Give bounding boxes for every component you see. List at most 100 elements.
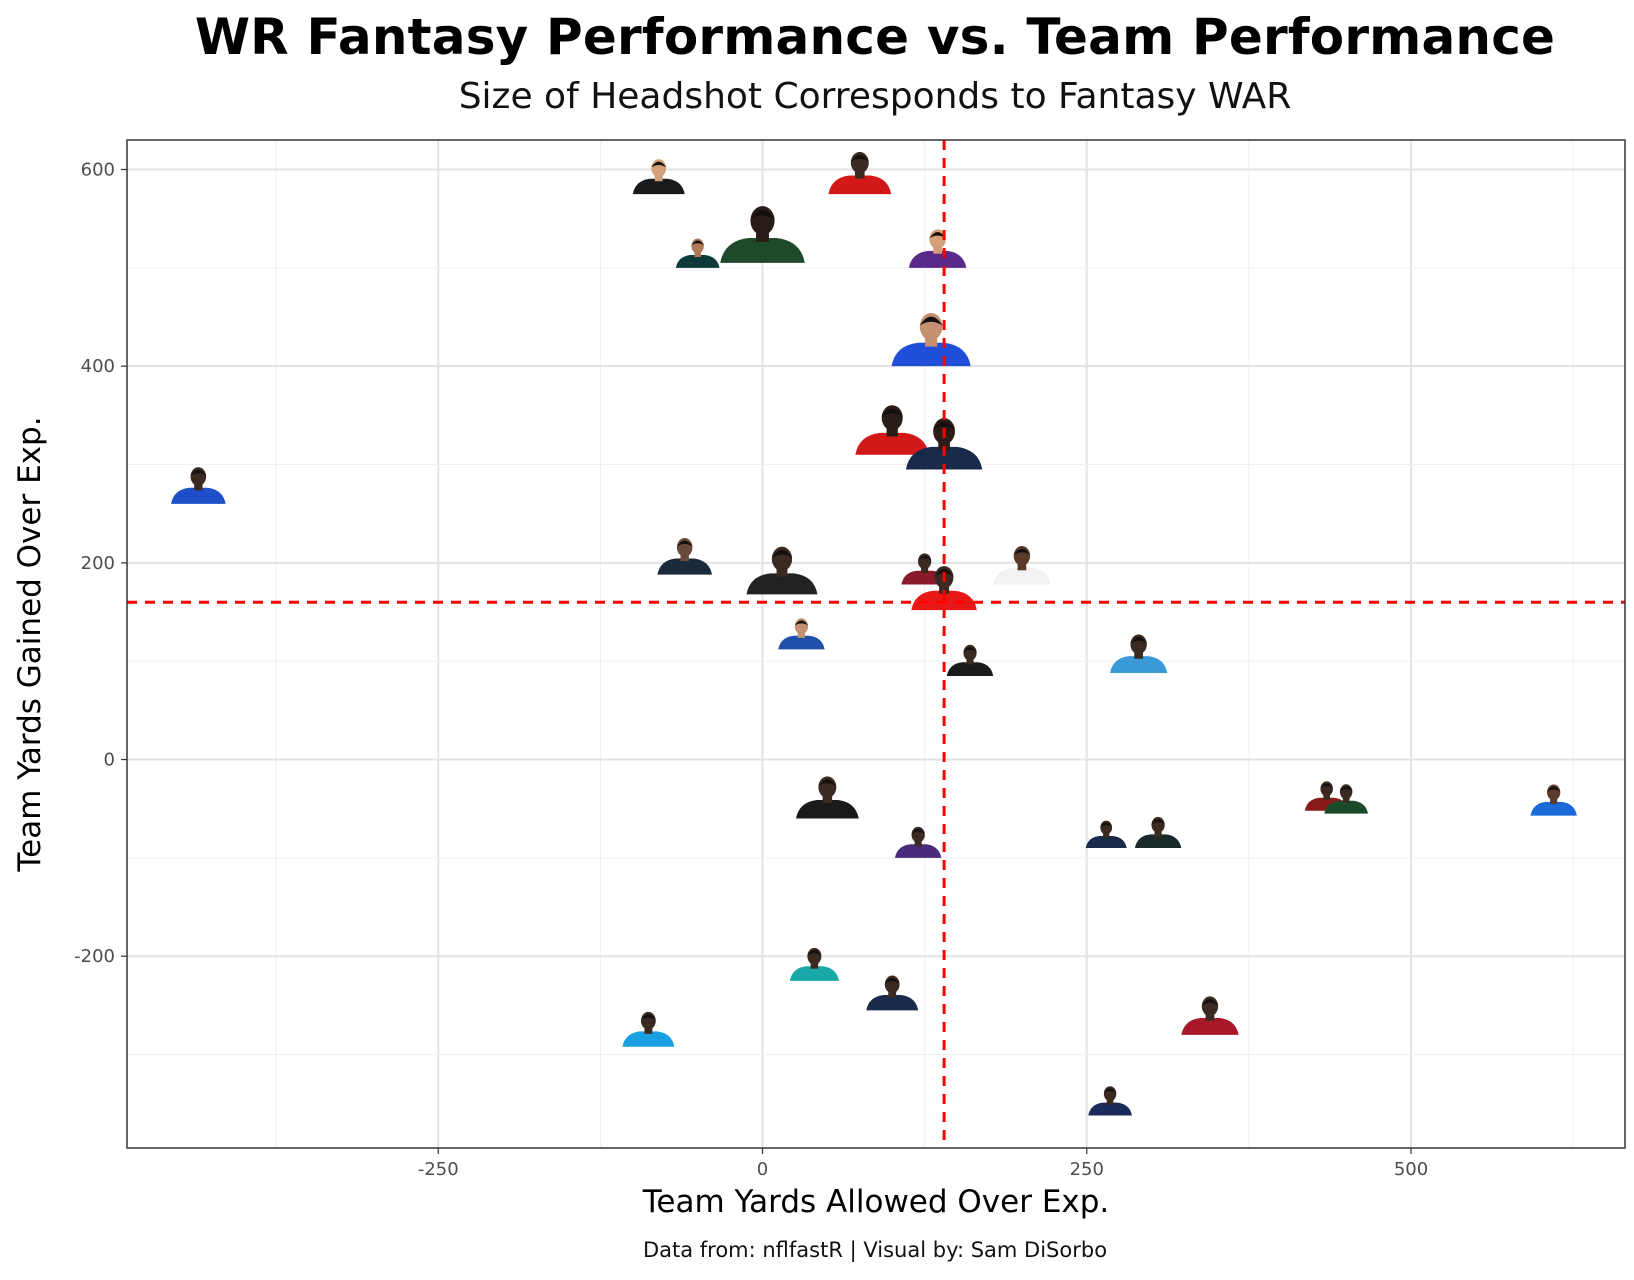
jersey-shape <box>828 175 892 195</box>
neck-shape <box>886 425 898 437</box>
axes: -250 0 250 500 -200 0 200 400 600 <box>74 160 1428 1180</box>
y-tick-label: -200 <box>74 946 115 967</box>
jersey-shape <box>891 342 971 367</box>
hair-shape <box>818 779 837 787</box>
hair-shape <box>911 828 925 835</box>
headshot-point <box>894 826 942 858</box>
jersey-shape <box>789 966 839 981</box>
chart-title: WR Fantasy Performance vs. Team Performa… <box>194 8 1556 66</box>
headshot-point <box>993 546 1051 585</box>
neck-shape <box>1342 796 1350 803</box>
jersey-shape <box>855 432 930 455</box>
neck-shape <box>855 169 865 179</box>
hair-shape <box>918 555 932 561</box>
headshot-point <box>1109 634 1168 674</box>
hair-shape <box>750 209 775 220</box>
jersey-shape <box>866 995 919 1011</box>
hair-shape <box>963 646 977 653</box>
neck-shape <box>966 657 974 665</box>
jersey-shape <box>911 590 977 611</box>
hair-shape <box>850 154 869 162</box>
y-tick-label: 0 <box>104 750 115 771</box>
hair-shape <box>691 240 704 246</box>
jersey-shape <box>746 573 818 595</box>
neck-shape <box>1550 797 1558 805</box>
neck-shape <box>938 439 950 451</box>
jersey-shape <box>1134 834 1182 849</box>
hair-shape <box>1320 783 1333 789</box>
neck-shape <box>925 335 938 347</box>
panel-border <box>126 139 1626 1149</box>
headshot-point <box>1530 784 1577 816</box>
headshot-point <box>1324 784 1368 814</box>
hair-shape <box>1130 637 1147 644</box>
neck-shape <box>810 961 819 969</box>
jersey-shape <box>908 250 967 268</box>
jersey-shape <box>1088 1102 1132 1116</box>
hair-shape <box>919 316 943 326</box>
neck-shape <box>921 566 929 574</box>
hair-shape <box>933 421 956 431</box>
neck-shape <box>680 553 689 562</box>
headshot-point <box>905 418 983 470</box>
jersey-shape <box>720 237 805 263</box>
headshot-point <box>622 1011 675 1047</box>
headshot-point <box>171 467 226 504</box>
headshot-point <box>778 618 825 650</box>
headshot-point <box>855 405 930 455</box>
jersey-shape <box>795 800 859 819</box>
headshot-point <box>1181 996 1239 1035</box>
hair-shape <box>884 977 900 984</box>
headshot-point <box>1134 816 1182 849</box>
hair-shape <box>1547 786 1561 792</box>
neck-shape <box>776 566 788 577</box>
jersey-shape <box>1530 801 1577 816</box>
y-tick-label: 600 <box>81 160 115 181</box>
reference-lines <box>127 140 1625 1148</box>
headshot-point <box>828 151 892 195</box>
chart-caption: Data from: nflfastR | Visual by: Sam DiS… <box>642 1238 1108 1262</box>
jersey-shape <box>894 844 942 858</box>
neck-shape <box>1106 1098 1114 1105</box>
headshot-point <box>866 975 919 1011</box>
headshot-point <box>657 538 712 575</box>
hair-shape <box>651 161 667 168</box>
hair-shape <box>794 620 809 626</box>
neck-shape <box>939 584 950 594</box>
jersey-shape <box>675 254 720 268</box>
y-tick-label: 400 <box>81 356 115 377</box>
hair-shape <box>881 408 903 417</box>
headshot-point <box>891 313 971 367</box>
neck-shape <box>1103 832 1110 838</box>
chart-subtitle: Size of Headshot Corresponds to Fantasy … <box>458 76 1292 117</box>
headshot-point <box>675 238 720 268</box>
headshot-point <box>632 159 685 195</box>
hair-shape <box>1339 786 1353 792</box>
neck-shape <box>822 794 833 804</box>
jersey-shape <box>778 635 825 650</box>
jersey-shape <box>1109 656 1168 674</box>
x-tick-label: 500 <box>1394 1159 1428 1180</box>
headshot-point <box>946 644 994 676</box>
hair-shape <box>1103 1088 1117 1094</box>
headshot-point <box>1085 820 1127 849</box>
jersey-shape <box>657 558 712 575</box>
hair-shape <box>1013 548 1031 556</box>
jersey-shape <box>1324 800 1368 814</box>
hair-shape <box>1201 999 1219 1006</box>
neck-shape <box>644 1026 653 1034</box>
x-tick-label: -250 <box>418 1159 459 1180</box>
hair-shape <box>929 231 946 239</box>
neck-shape <box>654 173 663 182</box>
hair-shape <box>190 469 207 476</box>
jersey-shape <box>1181 1017 1239 1035</box>
hair-shape <box>1151 818 1165 825</box>
headshot-point <box>1088 1086 1132 1116</box>
neck-shape <box>797 631 805 638</box>
neck-shape <box>888 990 897 998</box>
x-axis-title: Team Yards Allowed Over Exp. <box>642 1184 1110 1220</box>
hair-shape <box>1100 822 1113 827</box>
neck-shape <box>1134 650 1144 659</box>
y-axis-title: Team Yards Gained Over Exp. <box>12 416 48 872</box>
